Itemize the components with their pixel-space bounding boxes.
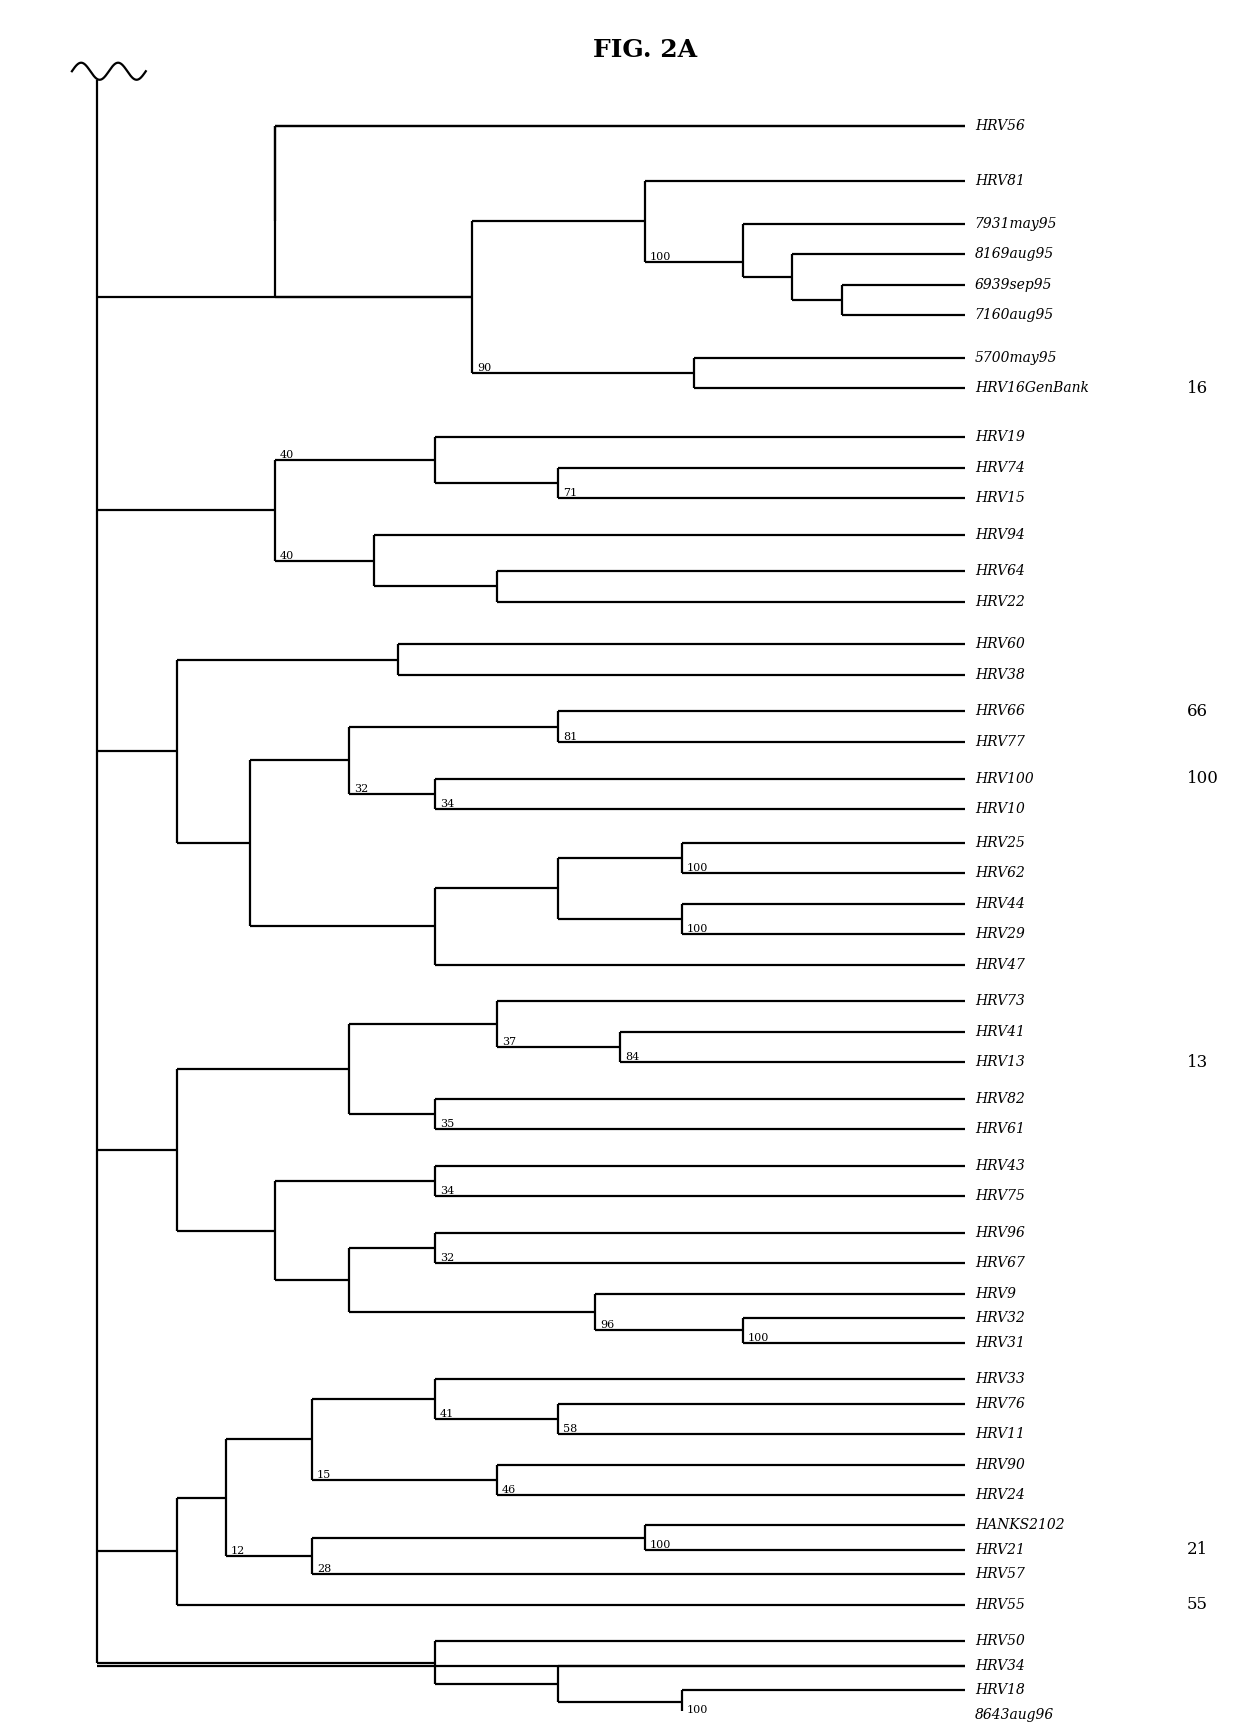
Text: 55: 55: [1187, 1596, 1208, 1613]
Text: 71: 71: [563, 488, 578, 499]
Text: 100: 100: [650, 252, 671, 262]
Text: 84: 84: [625, 1052, 639, 1063]
Text: HRV24: HRV24: [975, 1489, 1024, 1502]
Text: HRV47: HRV47: [975, 957, 1024, 971]
Text: HRV34: HRV34: [975, 1659, 1024, 1673]
Text: HRV32: HRV32: [975, 1311, 1024, 1325]
Text: HRV21: HRV21: [975, 1542, 1024, 1558]
Text: 40: 40: [280, 550, 294, 561]
Text: 100: 100: [687, 862, 708, 873]
Text: 41: 41: [440, 1409, 454, 1418]
Text: HRV56: HRV56: [975, 119, 1024, 133]
Text: HRV74: HRV74: [975, 461, 1024, 474]
Text: 13: 13: [1187, 1054, 1208, 1071]
Text: HRV76: HRV76: [975, 1397, 1024, 1411]
Text: 100: 100: [748, 1333, 770, 1342]
Text: HRV50: HRV50: [975, 1634, 1024, 1649]
Text: HRV81: HRV81: [975, 174, 1024, 188]
Text: HRV60: HRV60: [975, 638, 1024, 652]
Text: 28: 28: [317, 1565, 331, 1575]
Text: HRV18: HRV18: [975, 1684, 1024, 1697]
Text: HRV15: HRV15: [975, 492, 1024, 505]
Text: 6939sep95: 6939sep95: [975, 278, 1053, 292]
Text: 66: 66: [1187, 704, 1208, 719]
Text: HRV61: HRV61: [975, 1123, 1024, 1137]
Text: 32: 32: [440, 1254, 454, 1263]
Text: 7160aug95: 7160aug95: [975, 309, 1054, 323]
Text: 7931may95: 7931may95: [975, 217, 1058, 231]
Text: HRV9: HRV9: [975, 1287, 1016, 1301]
Text: HRV67: HRV67: [975, 1256, 1024, 1270]
Text: HRV62: HRV62: [975, 866, 1024, 880]
Text: HRV90: HRV90: [975, 1458, 1024, 1471]
Text: HRV25: HRV25: [975, 835, 1024, 850]
Text: HRV11: HRV11: [975, 1427, 1024, 1440]
Text: 81: 81: [563, 731, 578, 742]
Text: 8169aug95: 8169aug95: [975, 247, 1054, 260]
Text: HRV38: HRV38: [975, 668, 1024, 681]
Text: HRV73: HRV73: [975, 994, 1024, 1007]
Text: 58: 58: [563, 1425, 578, 1433]
Text: 100: 100: [687, 925, 708, 933]
Text: HRV13: HRV13: [975, 1056, 1024, 1070]
Text: HRV55: HRV55: [975, 1597, 1024, 1611]
Text: 8643aug96: 8643aug96: [975, 1708, 1054, 1722]
Text: HRV94: HRV94: [975, 528, 1024, 542]
Text: 16: 16: [1187, 380, 1208, 397]
Text: 35: 35: [440, 1120, 454, 1130]
Text: HRV16GenBank: HRV16GenBank: [975, 381, 1089, 395]
Text: 37: 37: [502, 1037, 516, 1047]
Text: HRV77: HRV77: [975, 735, 1024, 749]
Text: FIG. 2A: FIG. 2A: [593, 38, 697, 62]
Text: HRV96: HRV96: [975, 1226, 1024, 1240]
Text: 12: 12: [231, 1546, 246, 1556]
Text: 32: 32: [353, 783, 368, 794]
Text: HANKS2102: HANKS2102: [975, 1518, 1064, 1532]
Text: 96: 96: [600, 1320, 615, 1330]
Text: 34: 34: [440, 799, 454, 809]
Text: HRV64: HRV64: [975, 564, 1024, 578]
Text: HRV100: HRV100: [975, 771, 1033, 785]
Text: HRV44: HRV44: [975, 897, 1024, 911]
Text: 90: 90: [477, 362, 491, 373]
Text: HRV41: HRV41: [975, 1025, 1024, 1038]
Text: HRV82: HRV82: [975, 1092, 1024, 1106]
Text: HRV75: HRV75: [975, 1189, 1024, 1204]
Text: HRV66: HRV66: [975, 704, 1024, 719]
Text: HRV33: HRV33: [975, 1371, 1024, 1387]
Text: HRV29: HRV29: [975, 926, 1024, 942]
Text: HRV31: HRV31: [975, 1335, 1024, 1349]
Text: 100: 100: [687, 1704, 708, 1715]
Text: 46: 46: [502, 1485, 516, 1496]
Text: HRV10: HRV10: [975, 802, 1024, 816]
Text: 5700may95: 5700may95: [975, 350, 1058, 364]
Text: 40: 40: [280, 450, 294, 461]
Text: HRV43: HRV43: [975, 1159, 1024, 1173]
Text: HRV22: HRV22: [975, 595, 1024, 609]
Text: 100: 100: [650, 1540, 671, 1549]
Text: HRV57: HRV57: [975, 1568, 1024, 1582]
Text: 34: 34: [440, 1187, 454, 1195]
Text: HRV19: HRV19: [975, 430, 1024, 443]
Text: 21: 21: [1187, 1542, 1208, 1558]
Text: 100: 100: [1187, 769, 1219, 787]
Text: 15: 15: [317, 1470, 331, 1480]
